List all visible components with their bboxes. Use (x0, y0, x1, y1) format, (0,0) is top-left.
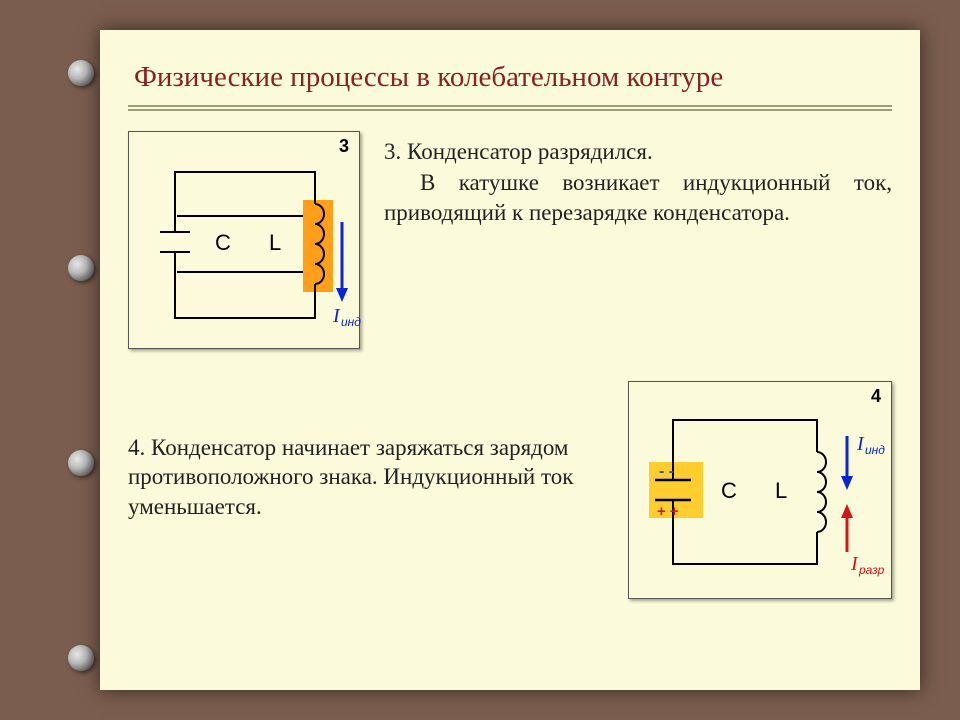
binder-hole (68, 450, 94, 476)
svg-text:инд: инд (341, 315, 361, 329)
title-block: Физические процессы в колебательном конт… (128, 60, 892, 111)
text-line: 4. Конденсатор начинает заряжаться заряд… (128, 433, 604, 521)
circuit-svg-3: C L I инд (129, 132, 361, 350)
binder-hole (68, 60, 94, 86)
svg-text:I: I (332, 305, 341, 327)
binder-hole (68, 645, 94, 671)
svg-text:C: C (215, 230, 231, 255)
svg-text:инд: инд (865, 443, 885, 457)
svg-text:+ +: + + (657, 503, 679, 520)
svg-text:L: L (269, 230, 281, 255)
page-sheet: Физические процессы в колебательном конт… (100, 30, 920, 690)
diagram-4: 4 - - + + C (628, 381, 892, 599)
diagram-3: 3 C (128, 131, 360, 349)
text-line: 3. Конденсатор разрядился. (384, 137, 892, 166)
section-3-text: 3. Конденсатор разрядился. В катушке воз… (384, 131, 892, 349)
diagram-number: 4 (871, 386, 881, 407)
svg-text:I: I (850, 553, 859, 575)
section-3: 3 C (128, 131, 892, 349)
page-title: Физические процессы в колебательном конт… (134, 60, 892, 95)
binder-hole (68, 255, 94, 281)
svg-text:L: L (775, 478, 787, 503)
title-underline (128, 105, 892, 107)
svg-text:- -: - - (659, 463, 674, 480)
section-4: 4. Конденсатор начинает заряжаться заряд… (128, 381, 892, 599)
svg-text:разр: разр (858, 563, 885, 577)
diagram-number: 3 (339, 136, 349, 157)
section-4-text: 4. Конденсатор начинает заряжаться заряд… (128, 381, 604, 521)
text-line: В катушке возникает индукционный ток, пр… (384, 168, 892, 227)
svg-text:C: C (721, 478, 737, 503)
svg-text:I: I (856, 433, 865, 455)
title-underline (128, 109, 892, 111)
circuit-svg-4: - - + + C L I инд I разр (629, 382, 893, 600)
